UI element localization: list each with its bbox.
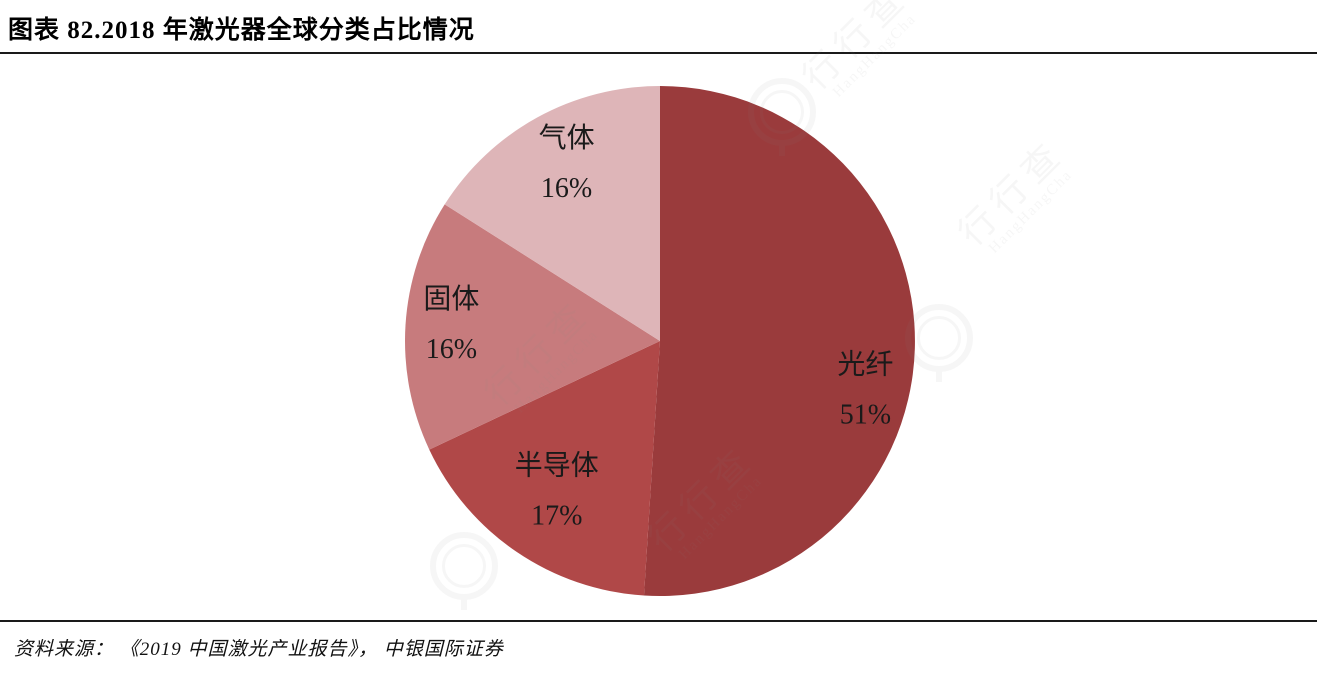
slice-label-固体: 固体 bbox=[423, 283, 479, 315]
pie-chart-area: 光纤 51% 半导体 17% 固体 16% 气体 16% bbox=[0, 55, 1317, 615]
slice-value-半导体: 17% bbox=[531, 500, 582, 531]
slice-label-气体: 气体 bbox=[539, 122, 595, 154]
pie-chart: 光纤 51% 半导体 17% 固体 16% 气体 16% bbox=[405, 86, 915, 596]
pie-slice-固体 bbox=[405, 204, 660, 450]
pie-slice-光纤 bbox=[643, 86, 915, 596]
chart-title: 图表 82.2018 年激光器全球分类占比情况 bbox=[8, 17, 475, 44]
slice-value-气体: 16% bbox=[541, 173, 592, 204]
pie-slice-半导体 bbox=[429, 341, 660, 596]
source-note: 资料来源： 《2019 中国激光产业报告》， 中银国际证券 bbox=[14, 639, 504, 660]
slice-value-光纤: 51% bbox=[840, 400, 891, 431]
slice-value-固体: 16% bbox=[426, 334, 477, 365]
title-divider bbox=[0, 52, 1317, 54]
footer-divider bbox=[0, 620, 1317, 622]
slice-label-光纤: 光纤 bbox=[837, 349, 893, 381]
pie-slice-气体 bbox=[444, 86, 660, 341]
slice-label-半导体: 半导体 bbox=[515, 449, 599, 481]
